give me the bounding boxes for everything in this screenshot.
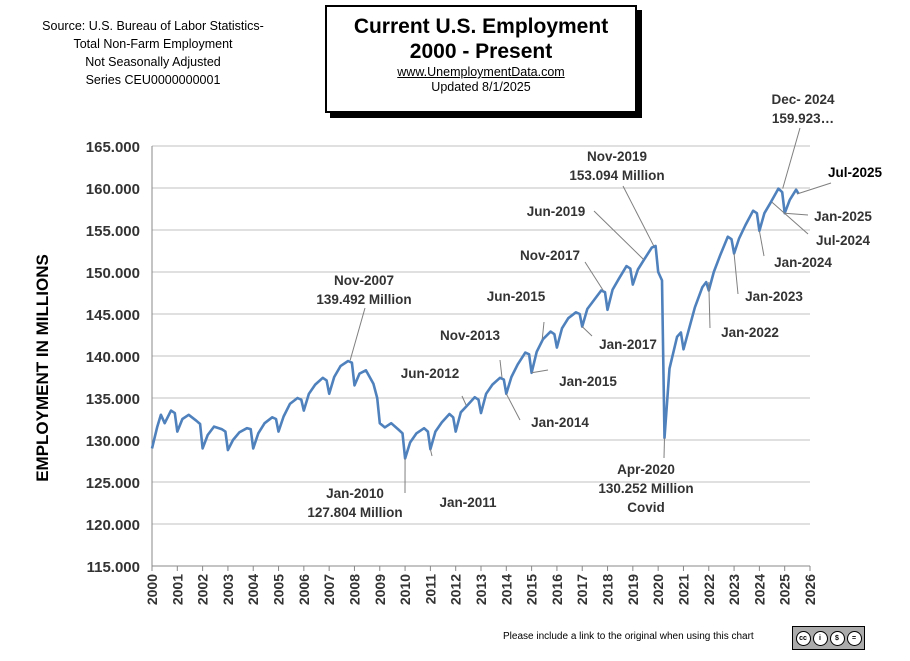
- source-line: Not Seasonally Adjusted: [85, 55, 221, 69]
- x-tick-label: 2002: [195, 574, 211, 605]
- annotation-label: Jul-2024: [816, 233, 871, 248]
- annotation-leader: [584, 261, 604, 291]
- footer-note: Please include a link to the original wh…: [503, 631, 754, 642]
- x-tick-label: 2020: [650, 574, 666, 605]
- by-icon: i: [812, 630, 828, 646]
- annotation-leader: [622, 185, 655, 247]
- cc-by-nc-nd-icon[interactable]: cc i $ =: [792, 626, 865, 650]
- annotation-leader: [758, 230, 765, 257]
- cc-icon: cc: [795, 630, 811, 646]
- y-tick-label: 155.000: [86, 223, 140, 240]
- annotation-leader: [797, 182, 832, 195]
- annotation-leader: [349, 307, 366, 361]
- x-tick-label: 2008: [346, 574, 362, 605]
- annotation-label: Dec- 2024 159.923…: [771, 92, 835, 126]
- chart-subtitle: 2000 - Present: [409, 40, 553, 63]
- x-tick-label: 2014: [498, 574, 514, 605]
- y-tick-label: 115.000: [87, 559, 140, 576]
- x-tick-label: 2023: [726, 574, 742, 605]
- x-tick-label: 2016: [549, 574, 565, 605]
- site-link[interactable]: www.UnemploymentData.com: [397, 65, 565, 79]
- annotation-leader: [593, 210, 644, 260]
- x-tick-label: 2013: [473, 574, 489, 605]
- x-tick-label: 2006: [296, 574, 312, 605]
- x-tick-label: 2001: [169, 574, 185, 605]
- source-line: Source: U.S. Bureau of Labor Statistics-: [42, 19, 264, 33]
- x-tick-label: 2012: [448, 574, 464, 605]
- employment-line: [150, 187, 800, 460]
- annotation-label: Jan-2025: [814, 209, 872, 224]
- y-tick-label: 130.000: [86, 433, 140, 450]
- source-note: Source: U.S. Bureau of Labor Statistics-…: [18, 17, 288, 89]
- annotation-leader: [541, 321, 545, 340]
- y-tick-label: 120.000: [86, 517, 140, 534]
- updated-date: Updated 8/1/2025: [431, 80, 531, 94]
- annotation-leader: [505, 393, 521, 421]
- annotation-label: Jan-2024: [774, 255, 832, 270]
- x-tick-label: 2000: [144, 574, 160, 605]
- x-tick-label: 2011: [422, 574, 438, 605]
- y-tick-label: 145.000: [86, 307, 140, 324]
- annotation-label: Jan-2015: [559, 374, 617, 389]
- x-tick-label: 2005: [271, 574, 287, 605]
- annotation-label: Jun-2019: [527, 204, 586, 219]
- x-tick-label: 2007: [321, 574, 337, 605]
- nc-icon: $: [829, 630, 845, 646]
- nd-icon: =: [846, 630, 862, 646]
- source-line: Series CEU0000000001: [85, 73, 221, 87]
- annotation-label: Jan-2023: [745, 289, 803, 304]
- annotation-label: Jan-2022: [721, 325, 779, 340]
- x-tick-label: 2015: [524, 574, 540, 605]
- source-line: Total Non-Farm Employment: [73, 37, 233, 51]
- annotation-label: Jan-2011: [439, 495, 497, 510]
- annotation-label: Jul-2025: [828, 165, 883, 180]
- annotation-leader: [581, 326, 593, 337]
- y-tick-label: 140.000: [86, 349, 140, 366]
- annotation-leader: [461, 395, 467, 406]
- annotation-label: Nov-2019 153.094 Million: [569, 149, 664, 183]
- chart-title: Current U.S. Employment: [353, 15, 609, 38]
- annotation-leader: [499, 359, 503, 378]
- y-tick-label: 160.000: [86, 181, 140, 198]
- annotation-label: Jan-2017: [599, 337, 657, 352]
- annotation-label: Apr-2020 130.252 Million Covid: [598, 462, 693, 515]
- y-tick-label: 165.000: [86, 139, 140, 156]
- x-tick-label: 2009: [372, 574, 388, 605]
- title-box: Current U.S. Employment 2000 - Present w…: [325, 5, 637, 113]
- y-axis-label: EMPLOYMENT IN MILLIONS: [33, 254, 52, 482]
- x-tick-label: 2017: [574, 574, 590, 605]
- x-tick-label: 2021: [675, 574, 691, 605]
- x-tick-label: 2025: [777, 574, 793, 605]
- annotation-label: Jun-2015: [487, 289, 546, 304]
- y-tick-label: 135.000: [86, 391, 140, 408]
- x-tick-label: 2024: [751, 574, 767, 605]
- x-tick-label: 2022: [701, 574, 717, 605]
- annotation-label: Nov-2013: [440, 328, 501, 343]
- annotation-label: Nov-2017: [520, 248, 580, 263]
- annotation-label: Jan-2010 127.804 Million: [307, 486, 402, 520]
- annotation-label: Jan-2014: [531, 415, 589, 430]
- annotation-label: Nov-2007 139.492 Million: [316, 273, 411, 307]
- annotation-leader: [708, 282, 711, 329]
- x-tick-label: 2010: [397, 574, 413, 605]
- annotation-leader: [771, 201, 809, 235]
- x-tick-label: 2004: [245, 574, 261, 605]
- x-tick-label: 2019: [625, 574, 641, 605]
- annotation-leader: [733, 253, 739, 295]
- y-tick-label: 150.000: [86, 265, 140, 282]
- annotation-leader: [782, 127, 801, 189]
- x-tick-label: 2003: [220, 574, 236, 605]
- annotation-leader: [429, 449, 433, 457]
- y-tick-label: 125.000: [86, 475, 140, 492]
- annotation-label: Jun-2012: [401, 366, 460, 381]
- x-tick-label: 2018: [600, 574, 616, 605]
- x-tick-label: 2026: [802, 574, 818, 605]
- annotation-leader: [531, 369, 549, 374]
- annotation-leader: [784, 212, 809, 216]
